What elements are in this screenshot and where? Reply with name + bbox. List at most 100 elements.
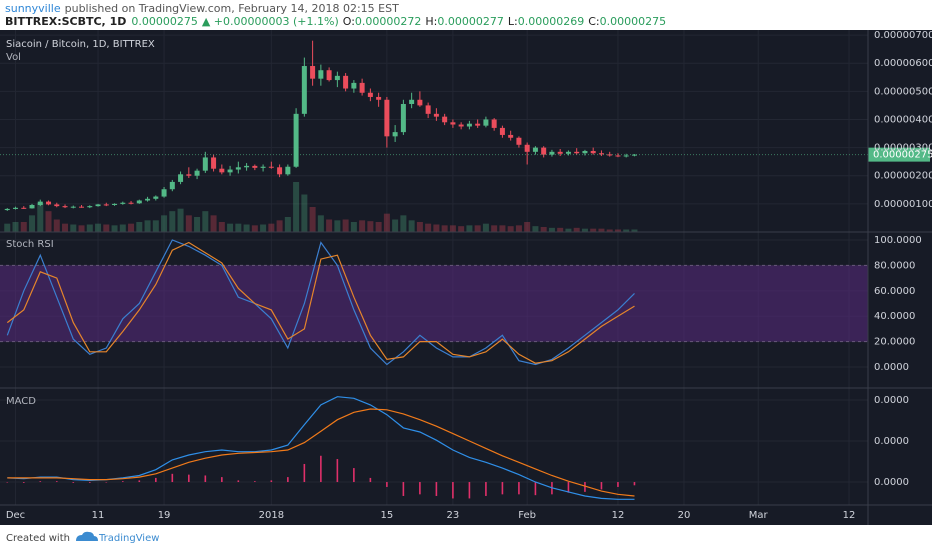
change: ▲ +0.00000003 (+1.1%): [202, 15, 339, 28]
volume-bar: [37, 202, 44, 232]
volume-bar: [367, 221, 374, 232]
candle-body: [202, 157, 208, 171]
volume-bar: [416, 222, 423, 232]
candle-body: [87, 206, 93, 208]
volume-bar: [631, 229, 638, 232]
candle-body: [169, 181, 175, 190]
candle-body: [112, 203, 118, 205]
volume-bar: [161, 215, 168, 232]
histogram-bar: [188, 474, 190, 483]
y-tick-label: 0.00000300: [874, 143, 932, 154]
histogram-bar: [221, 477, 223, 483]
indicator-line: [6, 241, 635, 364]
candle-body: [13, 207, 19, 209]
candle-body: [549, 151, 555, 155]
candle-body: [334, 75, 340, 81]
candle-body: [79, 206, 85, 208]
candle-body: [136, 200, 142, 204]
candle-body: [252, 165, 258, 168]
logo[interactable]: [76, 531, 98, 541]
candle-body: [227, 169, 233, 173]
volume-bar: [194, 217, 201, 232]
volume-bar: [202, 211, 209, 232]
candle-body: [260, 166, 266, 168]
volume-bar: [301, 194, 308, 232]
histogram-bar: [633, 482, 636, 486]
candle-body: [244, 165, 250, 168]
volume-bar: [152, 220, 159, 232]
histogram-bar: [336, 459, 339, 483]
histogram-bar: [88, 482, 91, 483]
candle-body: [450, 122, 456, 125]
brand[interactable]: TradingView: [98, 533, 159, 544]
histogram-bar: [485, 482, 487, 496]
ohlc-label: O:: [343, 15, 355, 28]
histogram-bar: [600, 482, 603, 490]
volume-bar: [144, 220, 151, 232]
candle-body: [557, 151, 563, 154]
candle-body: [219, 168, 225, 173]
volume-bar: [540, 227, 547, 232]
y-tick-label: 0.00000500: [874, 86, 932, 97]
candle-body: [475, 123, 481, 126]
author[interactable]: sunnyville: [5, 2, 61, 15]
ohlc-label: H:: [425, 15, 437, 28]
last-price-tag: [868, 147, 930, 162]
x-tick-label: 11: [92, 510, 105, 521]
histogram-bar: [501, 482, 504, 495]
candle-body: [103, 204, 109, 206]
candle-body: [376, 96, 382, 100]
candle-body: [46, 201, 52, 205]
histogram-bar: [22, 482, 25, 483]
y-tick-label: 40.0000: [874, 311, 915, 322]
histogram-bar: [534, 482, 537, 496]
volume-bar: [111, 225, 118, 232]
histogram-bar: [6, 482, 9, 483]
volume-bar: [70, 224, 77, 232]
histogram-bar: [55, 481, 58, 483]
volume-bar: [326, 219, 333, 232]
candle-body: [623, 155, 629, 157]
histogram-bar: [171, 473, 174, 483]
y-tick-label: 20.0000: [874, 337, 915, 348]
histogram-bar: [452, 482, 454, 499]
volume-bar: [392, 219, 399, 232]
footer-text: Created with: [6, 533, 70, 544]
volume-bar: [359, 220, 366, 232]
volume-bar: [342, 219, 349, 232]
volume-bar: [20, 222, 27, 232]
volume-bar: [103, 224, 110, 232]
histogram-bar: [353, 468, 355, 483]
candle-body: [590, 150, 596, 154]
volume-bar: [334, 220, 341, 232]
candle-body: [293, 113, 299, 167]
y-tick-label: 0.0000: [874, 362, 909, 373]
candle-body: [367, 92, 373, 97]
footer-bar: [0, 525, 932, 550]
histogram-bar: [320, 455, 322, 483]
candle-body: [211, 157, 217, 169]
volume-bar: [227, 223, 234, 232]
volume-bar: [441, 225, 448, 232]
last-price-label: 0.00000275: [873, 150, 932, 161]
volume-bar: [499, 225, 506, 232]
candle-body: [268, 166, 274, 168]
volume-bar: [581, 228, 588, 232]
indicator-line: [6, 239, 635, 366]
x-tick-label: 12: [843, 510, 856, 521]
volume-bar: [458, 226, 465, 232]
candle-body: [285, 166, 291, 175]
candle-body: [392, 132, 398, 137]
candle-body: [54, 204, 60, 207]
histogram-bar: [39, 481, 42, 483]
candle-body: [70, 206, 76, 208]
symbol: BITTREX:SCBTC, 1D: [5, 15, 126, 28]
candle-body: [343, 75, 349, 89]
y-tick-label: 0.00000700: [874, 30, 932, 41]
y-tick-label: 0.0000: [874, 436, 909, 447]
x-tick-label: 2018: [259, 510, 284, 521]
candle-body: [425, 105, 431, 114]
volume-bar: [598, 228, 605, 232]
volume-bar: [78, 225, 85, 232]
volume-bar: [128, 223, 135, 232]
